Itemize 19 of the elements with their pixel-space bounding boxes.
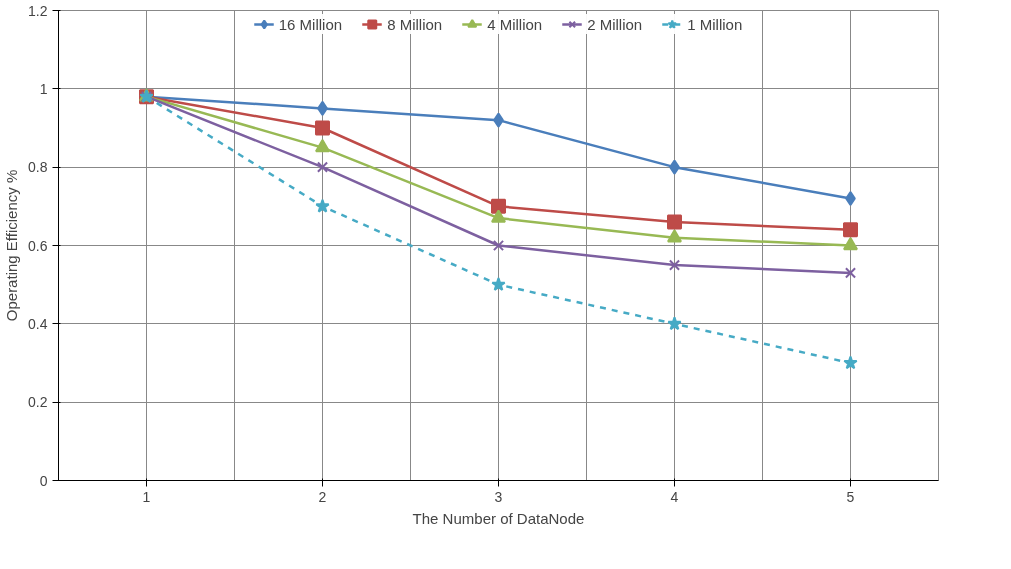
legend-label: 8 Million	[387, 15, 443, 33]
legend-label: 2 Million	[587, 15, 643, 33]
x-tick-label: 3	[494, 488, 503, 505]
x-tick-label: 2	[318, 488, 327, 505]
y-tick-label: 0.8	[28, 159, 48, 176]
y-axis-title: Operating Efficiency %	[3, 169, 21, 322]
legend-label: 4 Million	[487, 15, 543, 33]
y-tick-label: 0.2	[28, 394, 48, 411]
x-tick-label: 4	[670, 488, 679, 505]
legend-label: 16 Million	[278, 15, 343, 33]
y-tick-label: 0.4	[28, 315, 48, 332]
y-tick-label: 0.6	[28, 237, 48, 254]
x-tick-label: 5	[846, 488, 855, 505]
legend-label: 1 Million	[687, 15, 743, 33]
y-tick-label: 0	[39, 472, 48, 489]
y-tick-label: 1	[39, 80, 48, 97]
y-tick-label: 1.2	[28, 2, 48, 19]
x-tick-label: 1	[142, 488, 151, 505]
x-axis-title: The Number of DataNode	[412, 509, 585, 527]
